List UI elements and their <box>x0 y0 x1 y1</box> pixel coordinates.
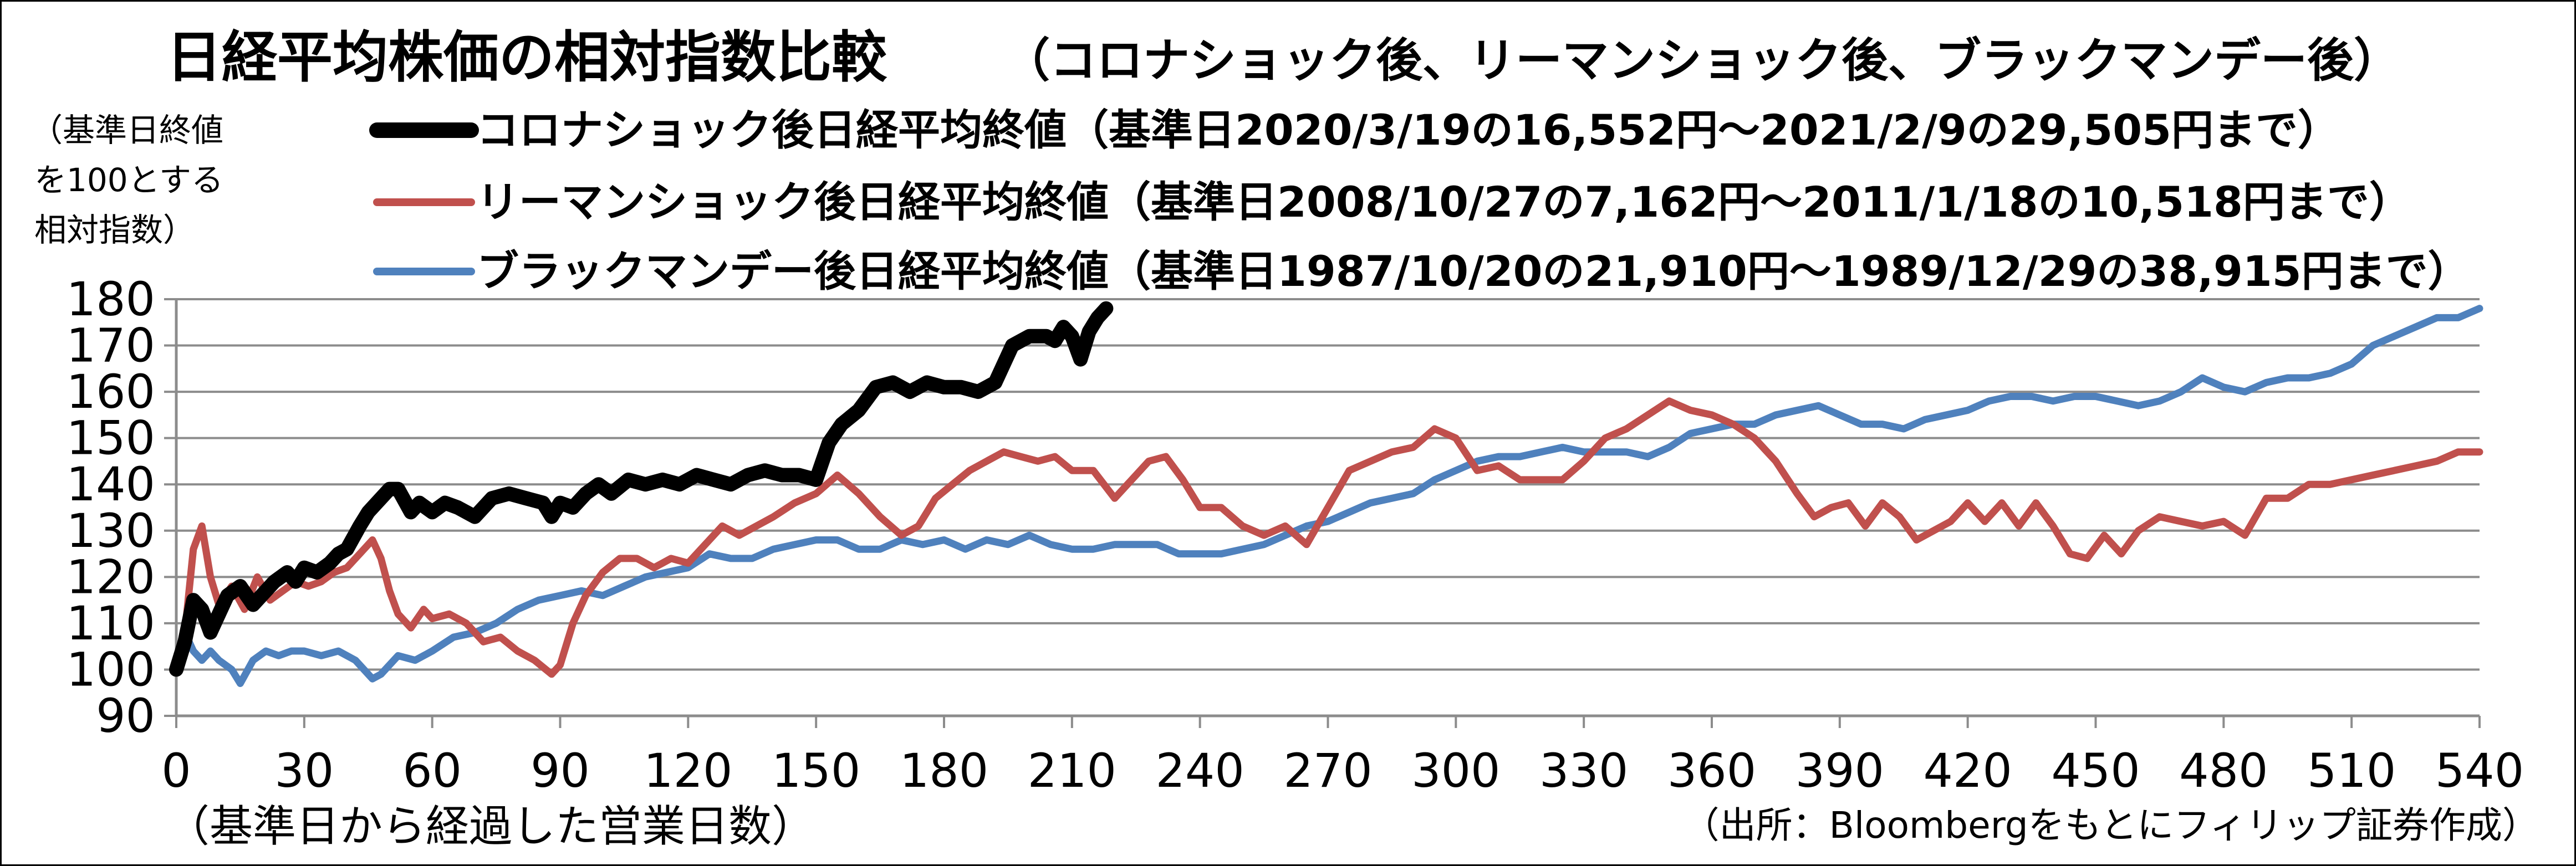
y-tick-label-160: 160 <box>67 365 155 419</box>
x-tick-label-330: 330 <box>1539 744 1628 798</box>
y-tick-label-110: 110 <box>67 596 155 650</box>
x-tick-label-30: 30 <box>274 744 334 798</box>
legend-item-3: ブラックマンデー後日経平均終値（基準日1987/10/20の21,910円～19… <box>373 247 2470 296</box>
y-tick-label-120: 120 <box>67 550 155 604</box>
legend-label-2: リーマンショック後日経平均終値（基準日2008/10/27の7,162円～201… <box>477 177 2411 227</box>
x-tick-label-300: 300 <box>1411 744 1500 798</box>
series-line-3 <box>172 305 2483 687</box>
x-tick-label-240: 240 <box>1155 744 1244 798</box>
x-tick-label-90: 90 <box>530 744 590 798</box>
y-tick-label-100: 100 <box>67 642 155 696</box>
y-tick-label-130: 130 <box>67 504 155 558</box>
x-tick-label-210: 210 <box>1028 744 1116 798</box>
x-tick-label-60: 60 <box>402 744 462 798</box>
series-line-2 <box>172 397 2483 678</box>
x-tick-label-510: 510 <box>2307 744 2396 798</box>
x-tick-label-360: 360 <box>1667 744 1756 798</box>
x-tick-label-420: 420 <box>1923 744 2012 798</box>
y-tick-label-140: 140 <box>67 457 155 511</box>
x-tick-label-450: 450 <box>2051 744 2140 798</box>
ylabel-line-1: （基準日終値 <box>30 111 223 149</box>
grid-lines <box>176 298 2480 671</box>
x-tick-label-120: 120 <box>644 744 732 798</box>
x-tick-labels: 0 30 60 90 120 150 180 210 240 270 300 330 360 390 420… <box>161 744 2524 798</box>
legend-item-2: リーマンショック後日経平均終値（基準日2008/10/27の7,162円～201… <box>373 177 2411 227</box>
chart-subtitle: （コロナショック後、リーマンショック後、ブラックマンデー後） <box>1003 33 2400 88</box>
series-line-1 <box>169 301 1114 677</box>
ylabel-line-3: 相対指数） <box>34 211 195 249</box>
x-tick-label-150: 150 <box>772 744 860 798</box>
source-note: （出所：Bloombergをもとにフィリップ証券作成） <box>1683 804 2539 847</box>
legend-label-3: ブラックマンデー後日経平均終値（基準日1987/10/20の21,910円～19… <box>477 247 2470 296</box>
x-tick-label-270: 270 <box>1283 744 1372 798</box>
x-tick-label-540: 540 <box>2435 744 2524 798</box>
y-tick-label-180: 180 <box>67 272 155 326</box>
x-tick-label-480: 480 <box>2179 744 2268 798</box>
y-tick-label-170: 170 <box>67 319 155 373</box>
y-tick-label-150: 150 <box>67 411 155 465</box>
legend-label-1: コロナショック後日経平均終値（基準日2020/3/19の16,552円～2021… <box>477 105 2340 155</box>
x-tick-label-0: 0 <box>161 744 191 798</box>
legend-item-1: コロナショック後日経平均終値（基準日2020/3/19の16,552円～2021… <box>369 105 2340 155</box>
ylabel-line-2: を100とする <box>34 161 223 199</box>
x-tick-label-390: 390 <box>1795 744 1884 798</box>
y-tick-label-90: 90 <box>96 689 155 743</box>
chart-title: 日経平均株価の相対指数比較 <box>166 25 887 90</box>
x-tick-label-180: 180 <box>900 744 988 798</box>
legend: コロナショック後日経平均終値（基準日2020/3/19の16,552円～2021… <box>369 105 2470 296</box>
series-lines <box>169 301 2483 687</box>
x-axis-label: （基準日から経過した営業日数） <box>166 802 815 852</box>
